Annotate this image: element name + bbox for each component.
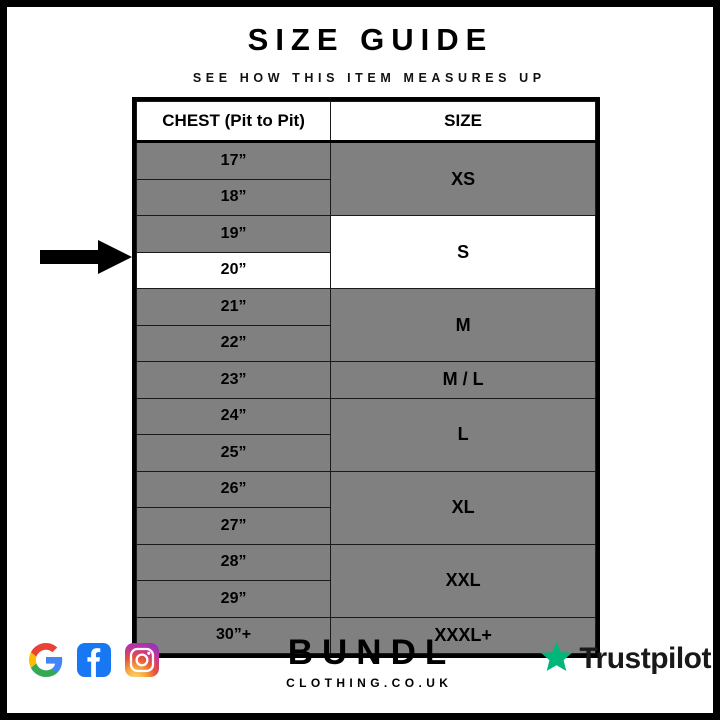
size-label-cell: M / L: [330, 361, 596, 399]
size-label-cell: M: [330, 288, 596, 362]
chest-measurement-cell: 20”: [135, 251, 332, 289]
page-title: SIZE GUIDE: [247, 22, 494, 57]
table-row: 24” L: [135, 397, 596, 472]
size-table: CHEST (Pit to Pit) SIZE 17” XS 18” 19” S 20” 2…: [135, 101, 596, 654]
chest-measurement-cell: 22”: [135, 324, 332, 362]
table-row: 19” S: [135, 215, 596, 289]
size-label-cell: S: [330, 215, 596, 289]
page-subtitle: SEE HOW THIS ITEM MEASURES UP: [192, 71, 546, 86]
table-row: 23” M / L: [135, 361, 596, 399]
chest-measurement-cell: 29”: [135, 580, 332, 618]
table-row: 20”: [135, 251, 596, 289]
size-label-cell: L: [330, 397, 596, 472]
table-row: 29”: [135, 580, 596, 618]
facebook-icon[interactable]: [77, 643, 111, 677]
chest-measurement-cell: 25”: [135, 434, 332, 472]
size-table-body: 17” XS 18” 19” S 20” 21” M 22” 23” M / L 24” L 25” 26”…: [135, 141, 596, 654]
size-table-container: CHEST (Pit to Pit) SIZE 17” XS 18” 19” S 20” 2…: [132, 97, 600, 658]
column-header-size: SIZE: [330, 101, 596, 143]
size-table-head: CHEST (Pit to Pit) SIZE: [135, 101, 596, 143]
google-icon[interactable]: [29, 643, 63, 677]
trustpilot-star-icon: [540, 641, 573, 677]
table-row: 28” XXL: [135, 543, 596, 618]
table-header-row: CHEST (Pit to Pit) SIZE: [135, 101, 596, 143]
size-label-cell: XS: [330, 141, 596, 216]
social-links: [29, 643, 159, 677]
size-label-cell: XXXL+: [330, 616, 596, 654]
size-label-cell: XXL: [330, 543, 596, 618]
chest-measurement-cell: 23”: [135, 361, 332, 399]
table-row: 25”: [135, 434, 596, 472]
chest-measurement-cell: 24”: [135, 397, 332, 435]
table-row: 21” M: [135, 288, 596, 362]
column-header-chest: CHEST (Pit to Pit): [135, 101, 332, 143]
table-row: 30”+ XXXL+: [135, 616, 596, 654]
chest-measurement-cell: 21”: [135, 288, 332, 326]
chest-measurement-cell: 19”: [135, 215, 332, 253]
table-row: 17” XS: [135, 141, 596, 216]
table-row: 27”: [135, 507, 596, 545]
table-row: 18”: [135, 178, 596, 216]
chest-measurement-cell: 18”: [135, 178, 332, 216]
trustpilot-wordmark: Trustpilot: [579, 642, 711, 675]
chest-measurement-cell: 28”: [135, 543, 332, 581]
header: SIZE GUIDE SEE HOW THIS ITEM MEASURES UP: [7, 21, 713, 86]
chest-measurement-cell: 30”+: [135, 616, 332, 654]
chest-measurement-cell: 27”: [135, 507, 332, 545]
footer: BUNDL CLOTHING.CO.UK Trustpilot: [7, 625, 713, 705]
chest-measurement-cell: 26”: [135, 470, 332, 508]
instagram-icon[interactable]: [125, 643, 159, 677]
trustpilot-logo[interactable]: Trustpilot: [540, 641, 711, 677]
table-row: 26” XL: [135, 470, 596, 545]
chest-measurement-cell: 17”: [135, 141, 332, 180]
selected-size-arrow: [40, 240, 132, 274]
size-label-cell: XL: [330, 470, 596, 545]
